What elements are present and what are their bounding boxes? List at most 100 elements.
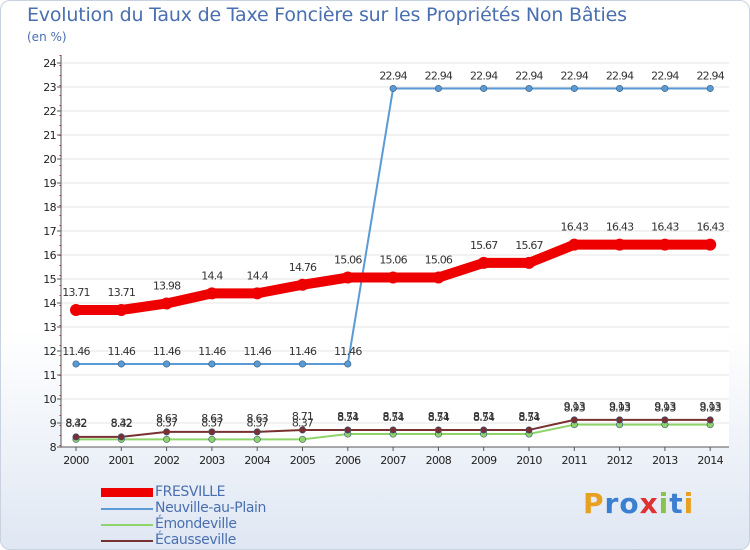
data-point-3 bbox=[480, 426, 488, 434]
y-tick-label: 20 bbox=[43, 153, 56, 166]
data-label-1: 22.94 bbox=[515, 69, 543, 82]
data-label-3: 8.71 bbox=[337, 410, 358, 423]
legend-label-neuville: Neuville-au-Plain bbox=[155, 500, 266, 516]
x-tick-label: 2004 bbox=[244, 454, 270, 467]
data-label-2: 8.54 bbox=[473, 411, 495, 424]
data-label-1: 22.94 bbox=[379, 69, 407, 82]
legend-swatch-neuville bbox=[101, 508, 153, 510]
data-point-0 bbox=[160, 297, 173, 310]
data-label-0: 15.67 bbox=[470, 239, 498, 252]
data-point-0 bbox=[341, 271, 354, 284]
y-tick-label: 16 bbox=[43, 249, 56, 262]
logo-letter: i bbox=[658, 487, 670, 520]
y-tick-label: 13 bbox=[43, 321, 56, 334]
data-label-3: 8.63 bbox=[201, 412, 223, 425]
data-point-1 bbox=[389, 84, 397, 92]
data-label-3: 8.63 bbox=[156, 412, 178, 425]
legend-swatch-emondeville bbox=[101, 524, 153, 526]
legend-label-emondeville: Émondeville bbox=[155, 516, 237, 532]
data-point-2 bbox=[208, 435, 216, 443]
data-label-0: 13.98 bbox=[153, 279, 181, 292]
data-point-1 bbox=[434, 84, 442, 92]
data-point-3 bbox=[706, 416, 714, 424]
data-point-0 bbox=[568, 238, 581, 251]
data-point-1 bbox=[480, 84, 488, 92]
data-point-2 bbox=[298, 435, 306, 443]
y-tick-label: 15 bbox=[43, 273, 56, 286]
data-label-1: 11.46 bbox=[153, 345, 181, 358]
y-tick-label: 11 bbox=[43, 369, 56, 382]
data-label-0: 16.43 bbox=[696, 221, 724, 234]
data-label-3: 9.13 bbox=[609, 400, 631, 413]
x-tick-label: 2005 bbox=[290, 454, 316, 467]
data-label-0: 14.4 bbox=[201, 269, 223, 282]
data-point-1 bbox=[208, 360, 216, 368]
data-label-0: 14.4 bbox=[247, 269, 269, 282]
x-tick-label: 2007 bbox=[380, 454, 406, 467]
legend-swatch-fresville bbox=[101, 488, 153, 497]
x-tick-label: 2013 bbox=[652, 454, 678, 467]
x-tick-label: 2006 bbox=[335, 454, 361, 467]
data-label-1: 11.46 bbox=[334, 345, 362, 358]
data-label-3: 8.42 bbox=[111, 417, 132, 430]
data-point-3 bbox=[208, 428, 216, 436]
logo-letter: P bbox=[583, 487, 605, 520]
legend-label-ecausseville: Écausseville bbox=[155, 532, 236, 548]
data-point-3 bbox=[570, 416, 578, 424]
data-point-1 bbox=[117, 360, 125, 368]
logo-letter: r bbox=[604, 487, 620, 520]
logo-letter: t bbox=[669, 487, 684, 520]
data-label-0: 14.76 bbox=[289, 261, 317, 274]
data-label-1: 11.46 bbox=[108, 345, 136, 358]
data-label-0: 13.71 bbox=[62, 286, 90, 299]
x-tick-label: 2008 bbox=[426, 454, 452, 467]
data-point-0 bbox=[205, 287, 218, 300]
data-point-3 bbox=[434, 426, 442, 434]
data-label-0: 15.67 bbox=[515, 239, 543, 252]
data-label-0: 16.43 bbox=[651, 221, 679, 234]
data-point-0 bbox=[477, 256, 490, 269]
logo-letter: o bbox=[619, 487, 640, 520]
data-label-1: 22.94 bbox=[606, 69, 634, 82]
data-label-2: 8.93 bbox=[654, 402, 676, 415]
logo-letter: x bbox=[639, 487, 659, 520]
data-point-0 bbox=[251, 287, 264, 300]
data-label-1: 22.94 bbox=[425, 69, 453, 82]
data-label-2: 8.93 bbox=[700, 402, 722, 415]
data-label-2: 8.93 bbox=[609, 402, 631, 415]
data-point-1 bbox=[570, 84, 578, 92]
data-label-3: 9.13 bbox=[654, 400, 676, 413]
data-label-3: 8.71 bbox=[428, 410, 449, 423]
data-label-1: 22.94 bbox=[470, 69, 498, 82]
data-label-2: 8.37 bbox=[247, 416, 269, 429]
plot-area bbox=[61, 55, 729, 447]
y-tick-label: 10 bbox=[43, 393, 56, 406]
data-point-3 bbox=[117, 433, 125, 441]
data-point-1 bbox=[616, 84, 624, 92]
data-point-1 bbox=[72, 360, 80, 368]
legend-label-fresville: FRESVILLE bbox=[155, 484, 226, 500]
x-tick-label: 2012 bbox=[607, 454, 633, 467]
data-label-3: 8.71 bbox=[292, 410, 313, 423]
proxiti-logo: Proxiti bbox=[583, 487, 694, 520]
x-tick-label: 2009 bbox=[471, 454, 497, 467]
data-label-1: 11.46 bbox=[243, 345, 271, 358]
data-point-3 bbox=[661, 416, 669, 424]
x-tick-label: 2014 bbox=[697, 454, 723, 467]
data-label-3: 9.13 bbox=[564, 400, 586, 413]
data-point-0 bbox=[115, 303, 128, 316]
data-point-3 bbox=[253, 428, 261, 436]
data-point-1 bbox=[253, 360, 261, 368]
data-label-2: 8.37 bbox=[292, 416, 314, 429]
data-point-0 bbox=[432, 271, 445, 284]
data-point-1 bbox=[163, 360, 171, 368]
data-point-1 bbox=[298, 360, 306, 368]
data-label-0: 13.71 bbox=[108, 286, 136, 299]
data-point-3 bbox=[389, 426, 397, 434]
data-label-0: 15.06 bbox=[379, 254, 407, 267]
x-tick-label: 2000 bbox=[63, 454, 89, 467]
data-point-0 bbox=[70, 303, 82, 316]
data-point-0 bbox=[296, 278, 309, 291]
